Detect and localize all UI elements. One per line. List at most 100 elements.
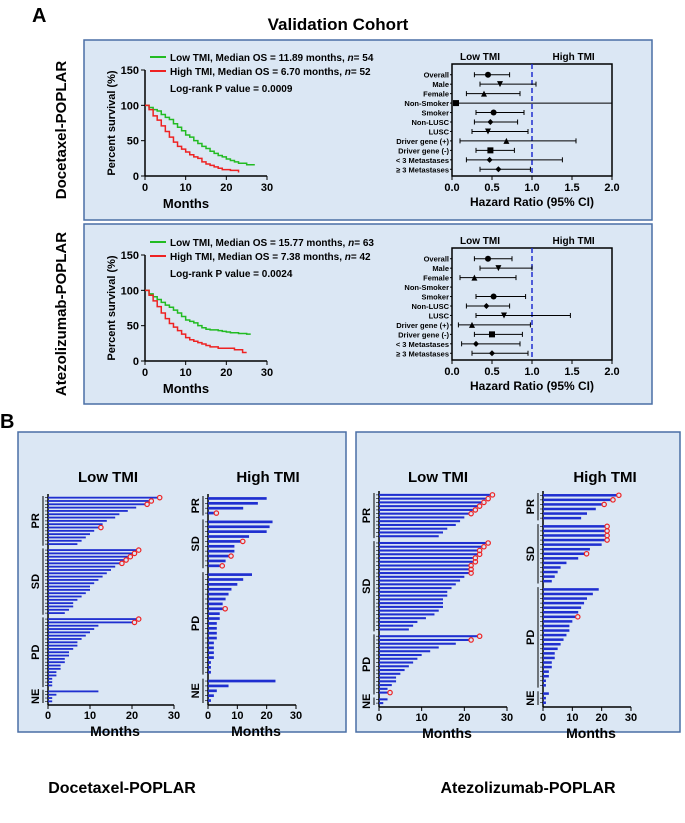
swimmer-bar: [543, 629, 570, 632]
event-marker: [574, 614, 581, 620]
swimmer-bar: [48, 543, 78, 546]
swimmer-bar: [48, 579, 99, 581]
swimmer-bar: [543, 566, 561, 569]
group-label: NE: [190, 683, 202, 698]
swimmer-bar: [208, 684, 229, 688]
swimmer-bar: [379, 564, 469, 567]
swimmer-bar: [543, 552, 585, 556]
x-tick-label: 10: [180, 367, 192, 379]
event-marker: [148, 498, 155, 504]
swimmer-bar: [543, 498, 611, 502]
swimmer-bar: [48, 592, 86, 595]
swimmer-bar: [379, 602, 443, 605]
x-tick-label: 30: [290, 710, 302, 722]
logrank-text: Log-rank P value = 0.0009: [170, 84, 293, 95]
x-tick-label: 30: [261, 367, 273, 379]
swimmer-bar: [379, 527, 448, 530]
y-tick-label: 50: [127, 321, 139, 333]
swimmer-bar: [208, 636, 217, 640]
swimmer-bar: [379, 665, 409, 668]
forest-category-label: < 3 Metastases: [396, 156, 449, 165]
group-label: PR: [30, 513, 42, 528]
swimmer-bar: [543, 696, 546, 700]
event-marker: [239, 538, 246, 545]
x-tick-label: 0: [142, 182, 148, 194]
swimmer-bar: [543, 692, 549, 695]
swimmer-bar: [48, 562, 120, 565]
swimmer-bar: [379, 653, 422, 657]
hr-marker: [485, 255, 491, 262]
swimmer-bar: [379, 531, 443, 534]
event-marker: [616, 492, 622, 499]
km-line-high: [145, 289, 247, 354]
hr-marker: [469, 321, 475, 328]
forest-category-label: Female: [423, 90, 449, 99]
x-tick-label: 30: [625, 712, 637, 724]
forest-category-label: Non-Smoker: [404, 283, 449, 292]
forest-high-label: High TMI: [552, 52, 594, 63]
swimmer-bar: [208, 578, 244, 581]
forest-category-label: Smoker: [421, 109, 449, 118]
swimmer-bar: [379, 691, 388, 694]
swimmer-docetaxel-low: PR SD PD NE0 10 20 30 Months: [30, 494, 180, 739]
hr-marker: [471, 274, 478, 281]
swimmer-atezolizumab-low: PR SD PD NE0 10 20 30 Months: [361, 491, 513, 741]
event-marker: [481, 499, 487, 506]
event-marker: [583, 550, 590, 557]
forest-category-label: Driver gene (+): [396, 137, 449, 146]
hr-marker: [489, 331, 495, 338]
x-tick-label: 2.0: [604, 182, 619, 194]
legend-low-text: Low TMI, Median OS = 11.89 months,: [170, 53, 348, 64]
event-marker: [489, 492, 496, 498]
swimmer-bar: [48, 690, 99, 693]
event-marker: [219, 563, 226, 569]
swimmer-bar: [48, 693, 57, 696]
swimmer-atezolizumab-high: PR SD PD NE0 10 20 30 Months: [525, 491, 637, 741]
x-tick-label: 10: [84, 710, 96, 722]
x-tick-label: 10: [566, 712, 578, 724]
swimmer-bar: [208, 564, 220, 568]
event-marker: [485, 495, 491, 502]
swimmer-bar: [48, 588, 90, 591]
swimmer-bar: [379, 572, 469, 575]
swimmer-bar: [48, 533, 90, 536]
x-axis-label: Months: [566, 725, 616, 741]
swimmer-bar: [48, 582, 95, 585]
swimmer-bar: [379, 684, 392, 687]
svg-text:Low TMI, Median OS = 11.89 mon: Low TMI, Median OS = 11.89 months, n= 54: [170, 53, 374, 64]
swimmer-bar: [208, 530, 267, 533]
swimmer-bar: [543, 615, 576, 619]
legend-n: n: [345, 252, 351, 263]
swimmer-bar: [48, 575, 103, 578]
hr-marker: [495, 166, 502, 173]
swimmer-bar: [208, 583, 238, 586]
swimmer-bar: [379, 501, 482, 504]
swimmer-bar: [379, 628, 409, 631]
swimmer-bar: [208, 646, 214, 650]
swimmer-bar: [379, 590, 448, 593]
swimmer-bar: [48, 565, 116, 568]
swimmer-bar: [379, 553, 478, 556]
group-label: PD: [190, 616, 202, 631]
panel-b-left-bg: [17, 431, 347, 733]
group-label: PR: [361, 508, 373, 523]
x-axis-label: Months: [422, 725, 472, 741]
forest-category-label: Non-Smoker: [404, 99, 449, 108]
swimmer-bar: [208, 617, 220, 620]
event-marker: [144, 501, 150, 508]
forest-category-label: LUSC: [429, 311, 450, 320]
swimmer-bar: [48, 671, 57, 674]
event-marker: [131, 619, 138, 626]
swimmer-bar: [379, 635, 478, 638]
forest-plot-atezolizumab: Low TMI High TMI 0.0 0.5 1.0 1.5 2.0 Hazard Rat…: [396, 236, 620, 393]
event-marker: [476, 547, 483, 554]
hr-marker: [485, 71, 491, 78]
swimmer-bar: [48, 608, 69, 611]
swimmer-bar: [208, 540, 241, 543]
event-marker: [123, 557, 129, 563]
event-marker: [468, 637, 474, 643]
swimmer-bar: [48, 674, 57, 677]
swimmer-bar: [379, 617, 426, 620]
swimmer-bar: [379, 556, 473, 560]
swimmer-bar: [208, 520, 273, 524]
